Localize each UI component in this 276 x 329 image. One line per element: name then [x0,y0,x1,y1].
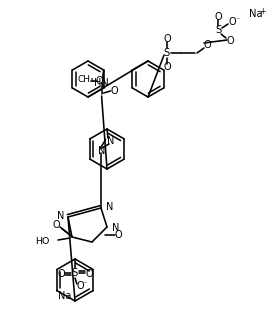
Text: O: O [76,281,84,291]
Text: O: O [203,40,211,50]
Text: O: O [57,269,65,279]
Text: N: N [112,223,120,233]
Text: O: O [228,17,236,27]
Text: HN: HN [94,78,109,88]
Text: O: O [226,36,234,46]
Text: S: S [164,48,170,58]
Text: O: O [115,230,122,240]
Text: N: N [98,146,106,156]
Text: +: + [259,7,266,15]
Text: O: O [96,76,104,86]
Text: CH₃: CH₃ [77,75,94,85]
Text: O: O [163,62,171,72]
Text: O: O [52,220,60,230]
Text: ⁻: ⁻ [83,280,87,289]
Text: Na: Na [58,291,72,301]
Text: Na: Na [249,9,263,19]
Text: S: S [72,268,78,278]
Text: ⁻: ⁻ [236,15,240,24]
Text: HO: HO [36,237,50,245]
Text: S: S [215,25,221,35]
Text: O: O [163,34,171,44]
Text: N: N [106,202,113,212]
Text: O: O [85,269,93,279]
Text: O: O [214,12,222,22]
Text: O: O [111,86,118,96]
Text: N: N [107,136,115,146]
Text: N: N [57,211,64,221]
